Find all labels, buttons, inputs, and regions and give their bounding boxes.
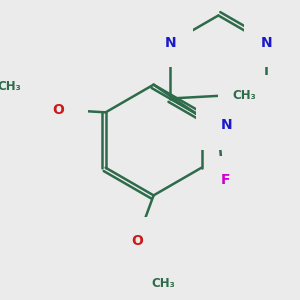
Text: CH₃: CH₃ (0, 80, 22, 93)
Text: N: N (165, 36, 176, 50)
Text: CH₃: CH₃ (151, 278, 175, 290)
Text: N: N (260, 36, 272, 50)
Text: H: H (211, 122, 222, 135)
Text: N: N (220, 118, 232, 132)
Text: O: O (131, 234, 143, 248)
Text: CH₃: CH₃ (232, 89, 256, 102)
Text: O: O (53, 103, 64, 117)
Text: F: F (221, 173, 230, 187)
